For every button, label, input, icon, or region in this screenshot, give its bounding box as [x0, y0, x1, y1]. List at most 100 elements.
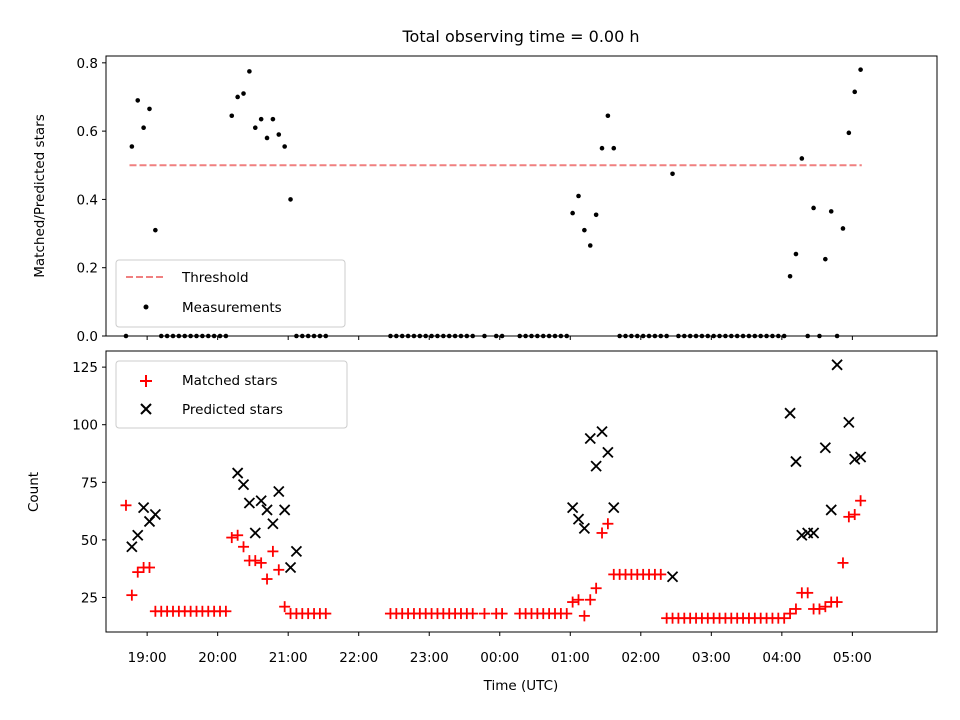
bottom-axes-frame: [105, 350, 938, 633]
predicted-point: [237, 478, 250, 491]
measurement-point: [587, 243, 593, 248]
top-y-ticks: 0.0 0.2 0.4 0.6 0.8: [77, 56, 106, 345]
top-axes-frame: [105, 55, 938, 337]
top-panel: Total observing time = 0.00 h Matched/Pr…: [32, 27, 938, 345]
measurement-point: [129, 144, 135, 149]
measurement-point: [229, 113, 235, 119]
top-legend-box: [115, 259, 346, 328]
predicted-point: [290, 545, 303, 558]
predicted-point: [137, 501, 150, 514]
matched-point: [261, 573, 273, 585]
matched-point: [784, 608, 796, 620]
measurement-point: [276, 132, 282, 137]
measurement-point: [247, 69, 252, 74]
bottom-legend-box: [115, 360, 348, 429]
measurement-point: [858, 67, 863, 72]
bottom-legend: Matched stars Predicted stars: [115, 360, 348, 429]
measurement-point: [811, 205, 816, 211]
x-tick-label: 00:00: [480, 650, 519, 666]
measurement-point: [282, 144, 287, 149]
matched-point: [584, 594, 596, 606]
matched-point: [813, 603, 825, 615]
matched-point: [855, 495, 867, 507]
predicted-point: [279, 504, 291, 516]
matched-point: [590, 582, 602, 594]
measurement-point: [135, 98, 141, 103]
predicted-point: [255, 495, 267, 507]
matched-point: [249, 555, 261, 567]
measurement-point: [570, 210, 575, 216]
matched-point: [120, 499, 132, 511]
x-tick-label: 04:00: [762, 650, 801, 666]
measurement-point: [153, 227, 158, 233]
predicted-point: [790, 455, 802, 468]
predicted-point: [831, 359, 843, 371]
bottom-x-ticks: 19:00 20:00 21:00 22:00 23:00 00:00 01:00 02:00…: [128, 632, 872, 666]
top-y-tick-label: 0.6: [77, 124, 98, 140]
matched-point: [226, 532, 238, 544]
matched-point: [273, 564, 285, 576]
matched-point: [478, 608, 490, 620]
legend-predicted-swatch: [140, 403, 152, 415]
measurement-point: [264, 135, 270, 141]
x-tick-label: 01:00: [551, 650, 590, 666]
bottom-y-axis-label: Count: [26, 472, 42, 512]
matched-point: [778, 612, 790, 624]
x-tick-label: 02:00: [621, 650, 660, 666]
bottom-y-tick-label: 100: [72, 418, 98, 434]
predicted-point: [854, 451, 867, 463]
measurement-point: [599, 145, 605, 151]
matched-point: [849, 509, 861, 521]
matched-point: [220, 605, 232, 617]
matched-point: [496, 608, 508, 620]
legend-threshold-label: Threshold: [181, 270, 249, 286]
measurement-point: [288, 197, 293, 202]
predicted-point: [825, 504, 837, 516]
matched-point: [578, 610, 590, 622]
legend-matched-label: Matched stars: [182, 373, 278, 389]
measurement-point: [576, 193, 581, 199]
predicted-point: [596, 425, 608, 438]
x-tick-label: 20:00: [198, 650, 237, 666]
predicted-point: [590, 460, 602, 472]
legend-matched-swatch: [140, 375, 152, 387]
predicted-point: [284, 561, 297, 574]
matched-point: [320, 608, 332, 620]
x-tick-label: 22:00: [339, 650, 378, 666]
measurement-point: [611, 145, 617, 151]
measurement-point: [241, 91, 246, 96]
matched-point: [655, 568, 667, 580]
predicted-point: [261, 504, 273, 516]
matched-stars-series: [120, 495, 867, 624]
top-x-ticks: [146, 336, 853, 340]
predicted-point: [796, 529, 808, 541]
matched-point: [232, 529, 244, 541]
measurement-point: [787, 273, 793, 279]
predicted-point: [572, 513, 585, 525]
predicted-point: [232, 467, 244, 479]
predicted-point: [578, 522, 591, 534]
x-axis-label: Time (UTC): [483, 678, 559, 694]
top-y-tick-label: 0.2: [77, 261, 98, 277]
matched-point: [831, 596, 843, 608]
matched-point: [819, 601, 831, 613]
predicted-point: [666, 571, 679, 583]
bottom-y-tick-label: 25: [81, 590, 98, 606]
measurement-point: [793, 251, 799, 257]
bottom-y-tick-label: 125: [72, 360, 98, 376]
measurement-point: [605, 113, 611, 119]
predicted-point: [249, 527, 261, 539]
top-y-tick-label: 0.0: [77, 329, 98, 345]
legend-measurements-label: Measurements: [182, 300, 282, 316]
measurement-point: [252, 125, 258, 131]
predicted-point: [843, 416, 855, 429]
top-legend: Threshold Measurements: [115, 259, 346, 328]
predicted-point: [608, 501, 620, 514]
legend-predicted-label: Predicted stars: [182, 402, 283, 418]
predicted-point: [243, 497, 256, 509]
predicted-point: [273, 485, 285, 498]
chart-title: Total observing time = 0.00 h: [401, 27, 639, 46]
matched-point: [279, 601, 291, 613]
measurement-point: [852, 89, 858, 95]
